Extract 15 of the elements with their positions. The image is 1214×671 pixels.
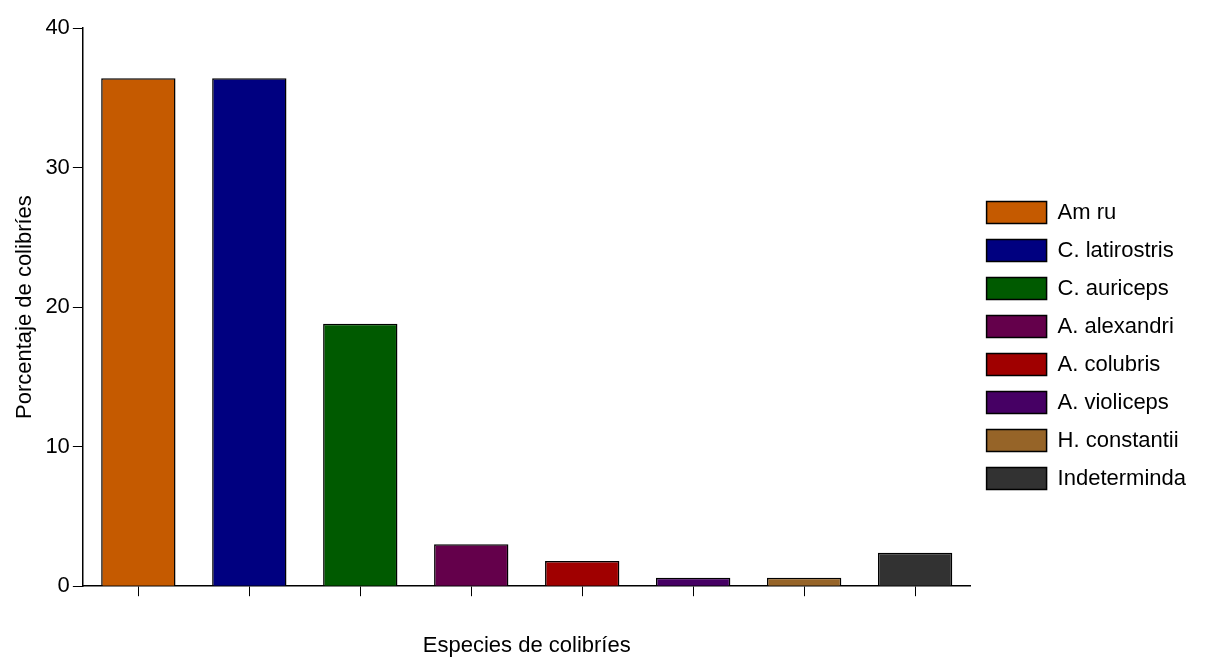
legend-label: Indeterminda	[1057, 464, 1187, 490]
legend-label: C. latirostris	[1057, 236, 1174, 262]
legend-label: A. colubris	[1057, 350, 1161, 376]
y-axis-title: Porcentaje de colibríes	[11, 195, 37, 419]
y-tick-label: 30	[45, 153, 70, 179]
y-tick-label: 20	[45, 293, 70, 319]
y-tick-label: 0	[57, 572, 70, 598]
legend-label: Am ru	[1057, 198, 1117, 224]
legend-label: H. constantii	[1057, 426, 1179, 452]
y-tick-label: 40	[45, 14, 70, 40]
legend-label: C. auriceps	[1057, 274, 1169, 300]
y-tick-label: 10	[45, 432, 70, 458]
x-axis-title: Especies de colibríes	[422, 631, 631, 657]
legend-label: A. alexandri	[1057, 312, 1174, 338]
legend-label: A. violiceps	[1057, 388, 1169, 414]
